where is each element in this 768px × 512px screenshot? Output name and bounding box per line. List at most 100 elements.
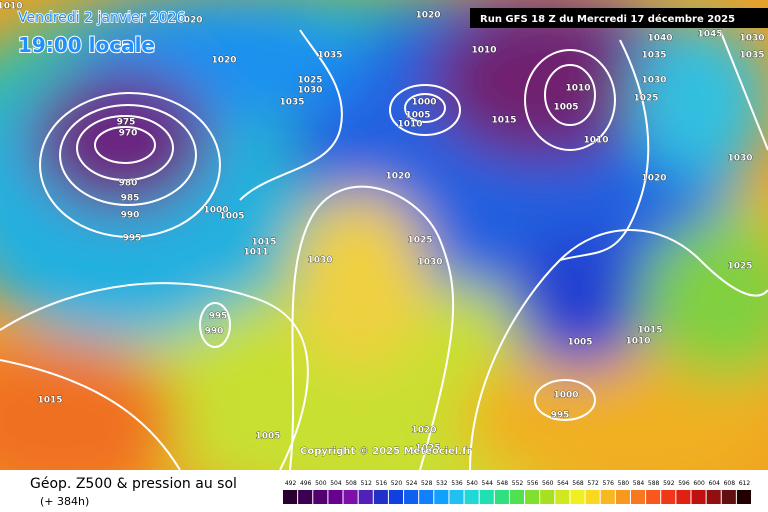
isobar-label: 985 (121, 194, 140, 204)
isobar-label: 1015 (637, 326, 662, 336)
scale-cell (464, 490, 479, 504)
scale-cell (646, 490, 661, 504)
scale-label: 608 (724, 480, 736, 487)
isobar-label: 1030 (641, 76, 666, 86)
isobar-label: 1030 (739, 34, 764, 44)
scale-cell (313, 490, 328, 504)
scale-cell (373, 490, 388, 504)
scale-label: 552 (512, 480, 524, 487)
scale-label: 516 (376, 480, 388, 487)
scale-label: 544 (482, 480, 494, 487)
scale-cell (358, 490, 373, 504)
isobar-label: 1035 (317, 51, 342, 61)
isobar-label: 1005 (567, 338, 592, 348)
isobar-label: 980 (119, 179, 138, 189)
scale-cell (479, 490, 494, 504)
isobar-label: 1011 (243, 248, 268, 258)
scale-label: 580 (618, 480, 630, 487)
scale-label: 536 (451, 480, 463, 487)
scale-label: 524 (406, 480, 418, 487)
scale-label: 596 (678, 480, 690, 487)
scale-cell (630, 490, 646, 504)
isobar-label: 995 (551, 411, 570, 421)
scale-label: 600 (693, 480, 705, 487)
scale-label: 564 (557, 480, 569, 487)
scale-cell (736, 490, 751, 504)
run-info: Run GFS 18 Z du Mercredi 17 décembre 202… (480, 13, 735, 25)
scale-label: 592 (663, 480, 675, 487)
isobar-label: 1000 (411, 98, 436, 108)
scale-cell (449, 490, 464, 504)
isobar-label: 1030 (417, 258, 442, 268)
isobar-label: 1045 (697, 30, 722, 40)
isobar-label: 1025 (297, 76, 322, 86)
isobar-label: 1030 (297, 86, 322, 96)
scale-label: 532 (436, 480, 448, 487)
scale-label: 500 (315, 480, 327, 487)
footer-title: Géop. Z500 & pression au sol (30, 476, 237, 492)
isobar-label: 1025 (407, 236, 432, 246)
isobar-label: 1000 (203, 206, 228, 216)
scale-label: 572 (587, 480, 599, 487)
scale-cell (691, 490, 706, 504)
isobar-label: 1005 (553, 103, 578, 113)
isobar-label: 1005 (219, 212, 244, 222)
scale-cell (585, 490, 600, 504)
scale-cell (404, 490, 419, 504)
isobar-label: 1020 (641, 174, 666, 184)
scale-label: 504 (330, 480, 342, 487)
copyright: Copyright © 2025 Meteociel.fr (300, 446, 471, 457)
isobar-label: 1025 (415, 444, 440, 454)
isobar-label: 1010 (565, 84, 590, 94)
isobar-label: 1015 (37, 396, 62, 406)
scale-cell (676, 490, 691, 504)
isobar-label: 995 (209, 312, 228, 322)
scale-cell (525, 490, 540, 504)
scale-cell (494, 490, 509, 504)
isobar-label: 1040 (647, 34, 672, 44)
scale-label: 520 (391, 480, 403, 487)
scale-cell (509, 490, 525, 504)
isobar-label: 1015 (491, 116, 516, 126)
scale-label: 528 (421, 480, 433, 487)
run-box (470, 8, 768, 28)
scale-cell (283, 490, 298, 504)
lead-time: (+ 384h) (40, 495, 89, 508)
valid-time: 19:00 locale (18, 33, 155, 57)
scale-cell (615, 490, 630, 504)
scale-cell (328, 490, 343, 504)
isobar-label: 1020 (415, 11, 440, 21)
scale-cell (555, 490, 570, 504)
isobar-label: 1035 (739, 51, 764, 61)
isobar-label: 1010 (397, 120, 422, 130)
scale-label: 612 (739, 480, 751, 487)
scale-label: 556 (527, 480, 539, 487)
isobar-label: 1005 (255, 432, 280, 442)
scale-cell (540, 490, 555, 504)
isobar-label: 1025 (633, 94, 658, 104)
scale-label: 604 (708, 480, 720, 487)
scale-label: 576 (603, 480, 615, 487)
scale-cell (661, 490, 676, 504)
isobar-label: 1010 (583, 136, 608, 146)
isobar-label: 1020 (177, 16, 202, 26)
scale-label: 584 (633, 480, 645, 487)
scale-cell (706, 490, 721, 504)
scale-cell (721, 490, 736, 504)
isobar-label: 1010 (0, 2, 23, 12)
scale-cell (343, 490, 358, 504)
isobar-label: 995 (123, 234, 142, 244)
scale-label: 496 (300, 480, 312, 487)
isobar-label: 1035 (279, 98, 304, 108)
isobar-label: 1020 (385, 172, 410, 182)
isobar-label: 990 (121, 211, 140, 221)
scale-label: 512 (360, 480, 372, 487)
isobar-label: 1030 (307, 256, 332, 266)
isobar-label: 970 (119, 129, 138, 139)
isobar-label: 1005 (405, 111, 430, 121)
scale-label: 492 (285, 480, 297, 487)
valid-date: Vendredi 2 janvier 2026 (18, 10, 186, 26)
scale-label: 548 (497, 480, 509, 487)
isobar-label: 1030 (727, 154, 752, 164)
